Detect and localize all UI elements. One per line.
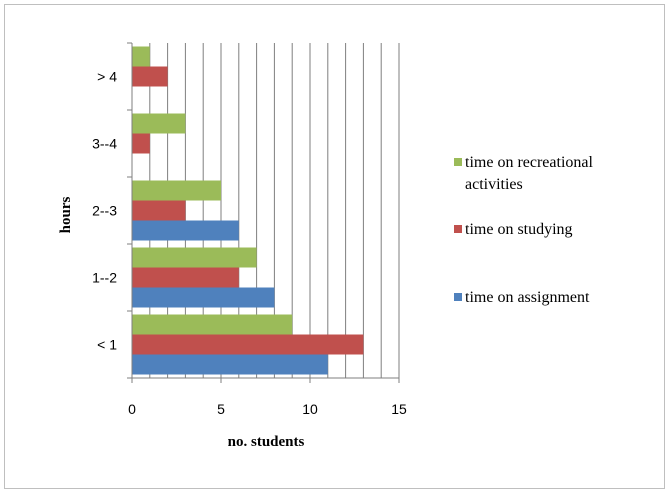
x-tick-label: 10 — [302, 401, 318, 417]
legend: time on recreational activities time on st… — [454, 154, 593, 306]
y-axis-title: hours — [58, 197, 74, 234]
bar-chart: 0 5 10 15 < 1 1--2 2--3 3--4 > 4 no. students h… — [58, 42, 593, 450]
x-tick-label: 15 — [391, 401, 407, 417]
bar-time-on-recreational-activities-4 — [132, 46, 150, 67]
bar-time-on-recreational-activities-1 — [132, 314, 293, 335]
x-tick-label: 0 — [128, 401, 136, 417]
bars — [132, 46, 364, 375]
legend-label-time-on-recreational-activities: time on recreational — [465, 154, 593, 171]
legend-label-time-on-studying: time on studying — [465, 221, 573, 238]
x-axis-title: no. students — [228, 434, 305, 450]
bar-time-on-recreational-activities-1-2 — [132, 247, 257, 268]
y-tick-label: 2--3 — [92, 203, 117, 219]
y-tick-labels: < 1 1--2 2--3 3--4 > 4 — [92, 69, 117, 353]
bar-time-on-studying-4 — [132, 66, 168, 87]
legend-swatch-time-on-assignment — [454, 293, 462, 301]
y-tick-label: 1--2 — [92, 270, 117, 286]
bar-time-on-recreational-activities-2-3 — [132, 180, 221, 201]
gridlines — [149, 43, 400, 378]
bar-time-on-assignment-1 — [132, 354, 328, 375]
bar-time-on-studying-1 — [132, 334, 364, 355]
legend-label-time-on-assignment: time on assignment — [465, 289, 590, 306]
bar-time-on-studying-1-2 — [132, 267, 239, 288]
legend-swatch-time-on-studying — [454, 225, 462, 233]
chart-frame: 0 5 10 15 < 1 1--2 2--3 3--4 > 4 no. students h… — [4, 4, 665, 489]
x-tick-label: 5 — [217, 401, 225, 417]
legend-label-time-on-recreational-activities: activities — [465, 176, 523, 193]
y-tick-label: < 1 — [97, 337, 117, 353]
bar-time-on-studying-3-4 — [132, 133, 150, 154]
axes — [127, 42, 400, 383]
bar-time-on-recreational-activities-3-4 — [132, 113, 186, 134]
y-tick-label: > 4 — [97, 69, 117, 85]
bar-time-on-assignment-1-2 — [132, 287, 275, 308]
bar-time-on-assignment-2-3 — [132, 220, 239, 241]
legend-swatch-time-on-recreational-activities — [454, 158, 462, 166]
x-tick-labels: 0 5 10 15 — [128, 401, 407, 417]
bar-time-on-studying-2-3 — [132, 200, 186, 221]
y-tick-label: 3--4 — [92, 136, 117, 152]
